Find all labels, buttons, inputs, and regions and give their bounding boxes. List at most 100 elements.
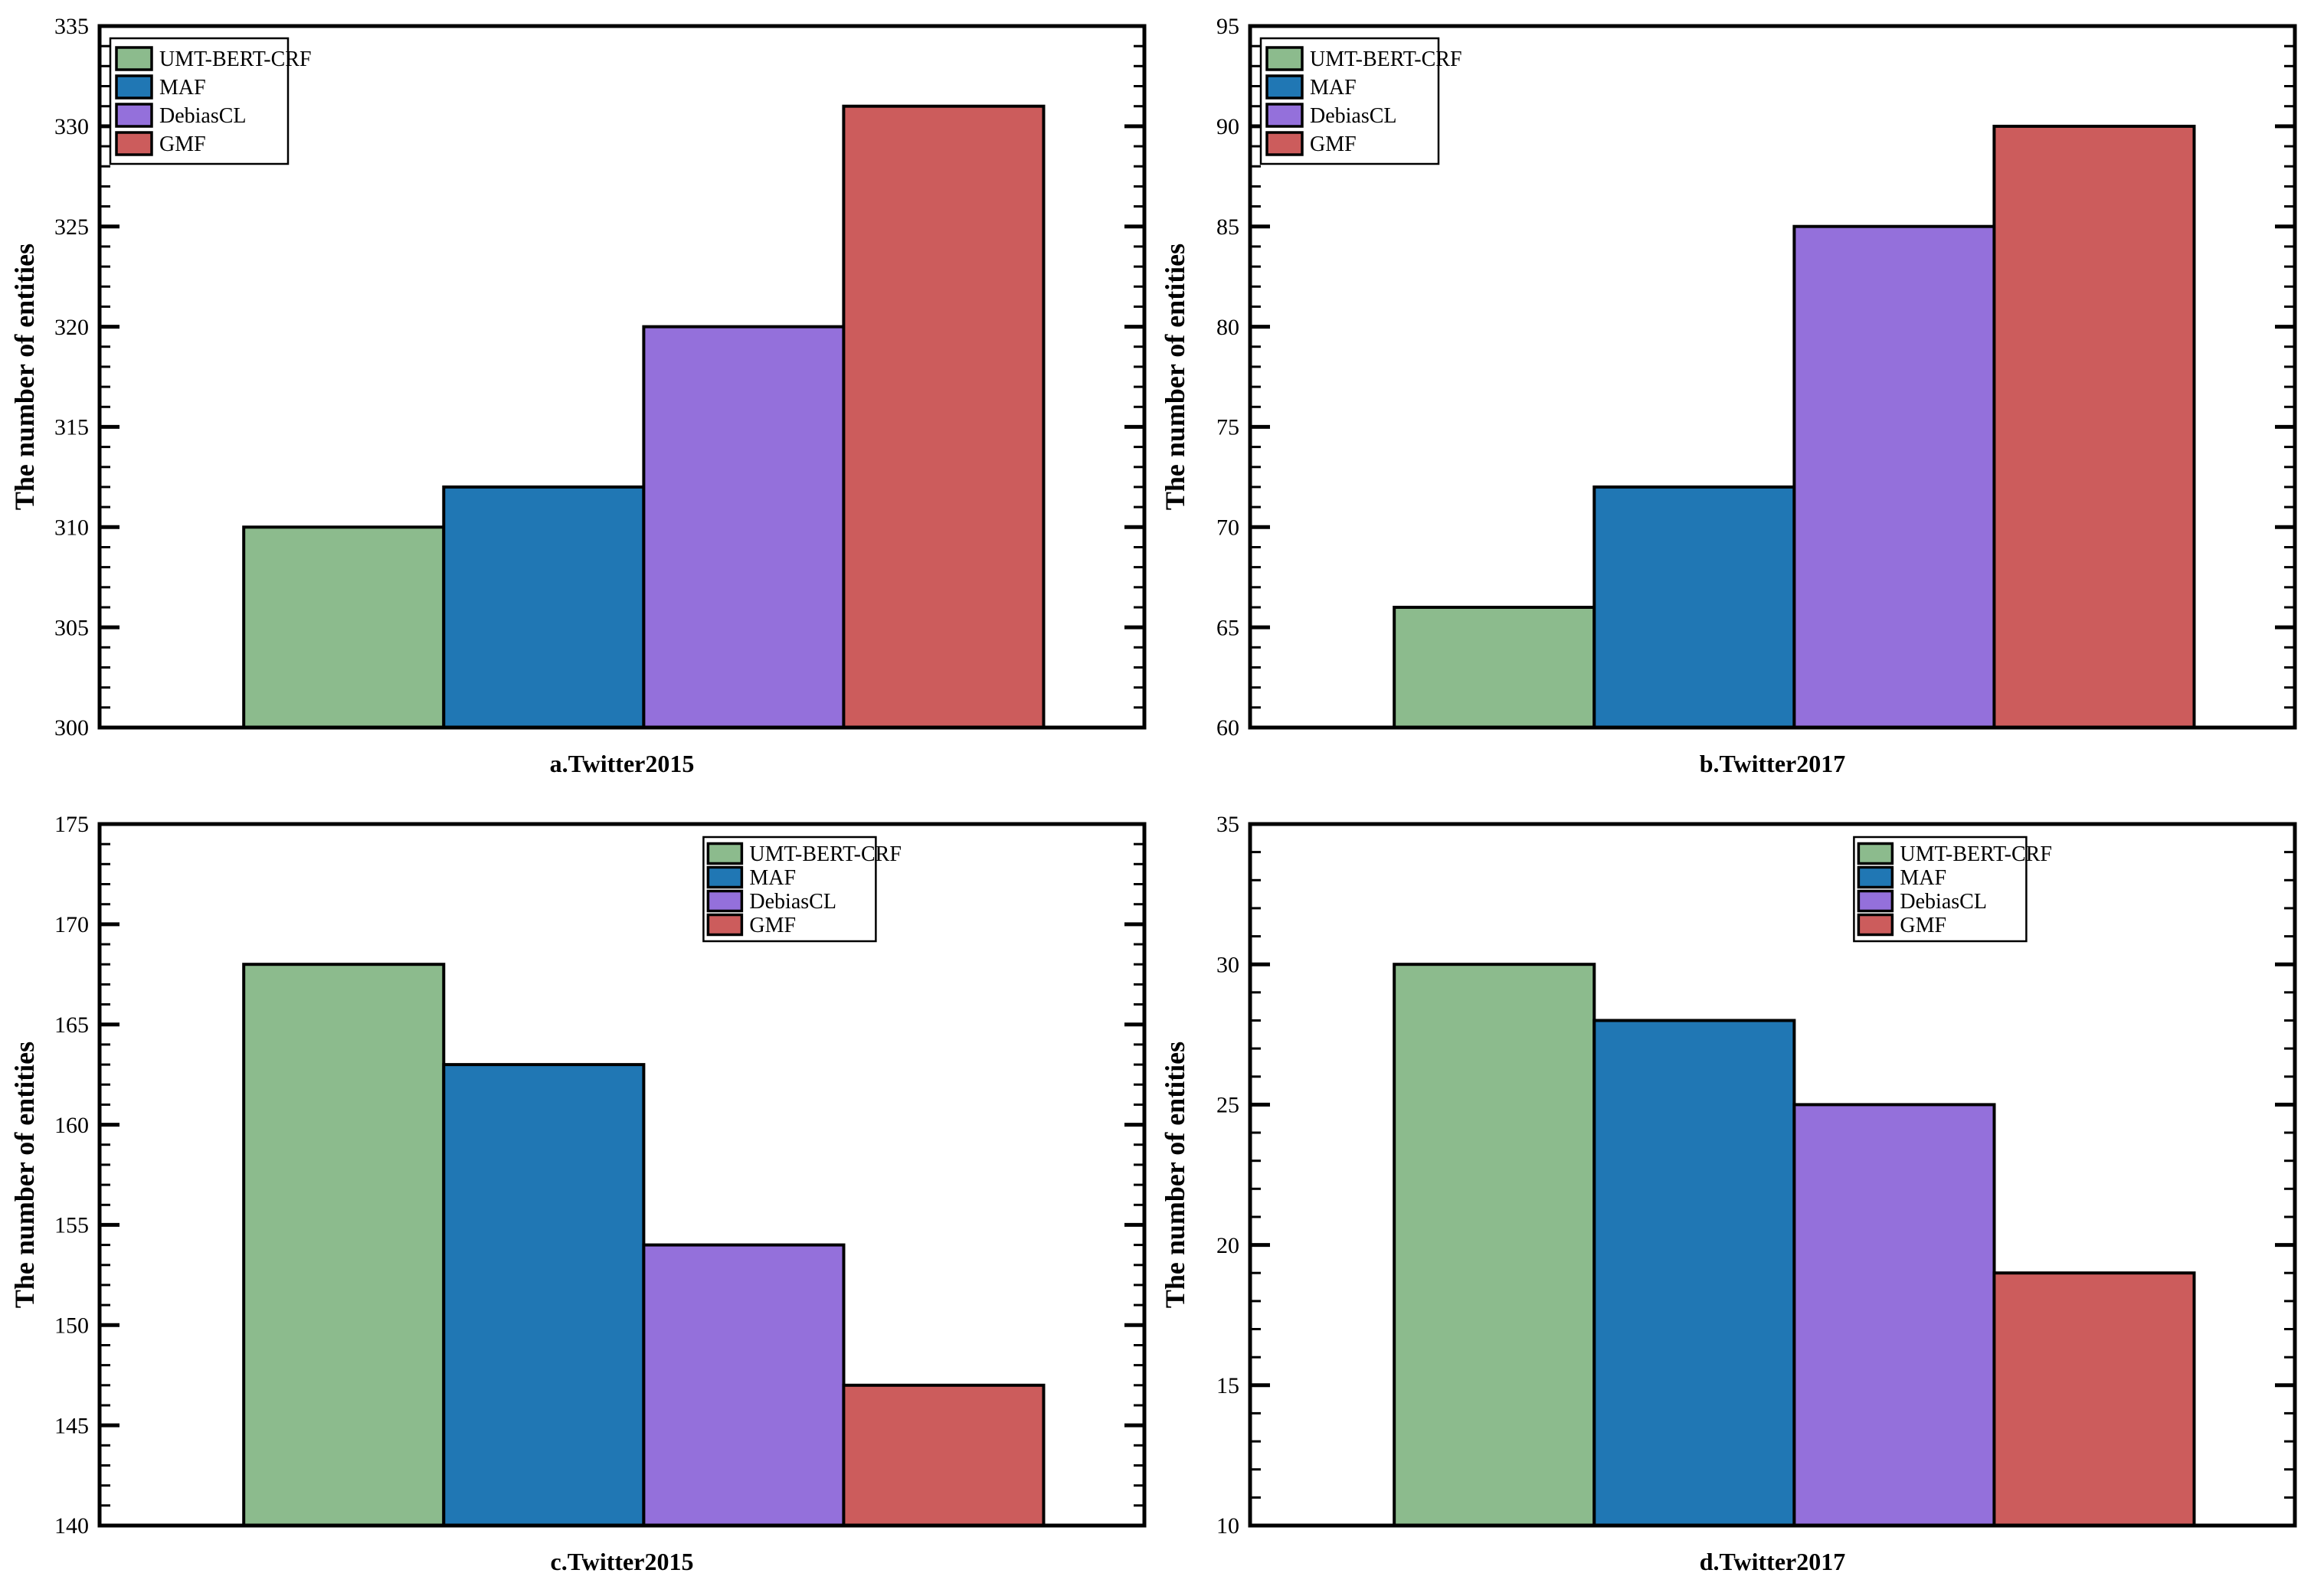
y-axis-title: The number of entities <box>9 1042 40 1308</box>
y-tick-label: 20 <box>1216 1233 1239 1258</box>
y-tick-label: 140 <box>54 1513 89 1539</box>
y-tick-label: 155 <box>54 1213 89 1238</box>
legend-swatch-maf-icon <box>1857 865 1894 889</box>
legend-swatch-umt-bert-crf-icon <box>706 842 744 865</box>
bar-maf <box>1592 485 1796 730</box>
plot-border <box>97 822 1147 1528</box>
chart-svg-a-twitter2015: 300 305 310 315 320 325 330 335 The number of en… <box>0 0 1150 798</box>
bar-maf <box>442 485 646 730</box>
bar-maf <box>442 1063 646 1528</box>
y-tick-label: 70 <box>1216 515 1239 541</box>
legend-label-debiascl: DebiasCL <box>1310 104 1397 128</box>
y-tick-label: 60 <box>1216 715 1239 741</box>
y-tick-label: 35 <box>1216 812 1239 837</box>
legend-swatch-gmf-icon <box>115 131 153 156</box>
y-tick-label: 25 <box>1216 1093 1239 1118</box>
y-tick-labels: 140 145 150 155 160 165 170 175 <box>54 812 89 1539</box>
legend-swatch-maf-icon <box>706 865 744 889</box>
legend-swatch-umt-bert-crf-icon <box>1265 46 1304 71</box>
bar-gmf <box>1992 1271 2196 1527</box>
y-tick-labels: 300 305 310 315 320 325 330 335 <box>54 14 89 741</box>
chart-a-twitter2015: 300 305 310 315 320 325 330 335 The number of en… <box>0 0 1150 798</box>
bar-debiascl <box>642 1243 846 1527</box>
y-tick-label: 150 <box>54 1313 89 1339</box>
chart-b-twitter2017: 60 65 70 75 80 85 90 95 The number of entities b.… <box>1150 0 2301 798</box>
plot-border <box>1248 24 2297 730</box>
legend-swatch-debiascl-icon <box>706 889 744 913</box>
legend-swatch-umt-bert-crf-icon <box>1857 842 1894 865</box>
legend-swatch-debiascl-icon <box>1265 103 1304 128</box>
chart-d-twitter2017: 10 15 20 25 30 35 The number of entities d.Twit… <box>1150 798 2301 1596</box>
y-axis-ticks <box>1250 822 2295 1528</box>
y-tick-label: 10 <box>1216 1513 1239 1539</box>
legend-label-maf: MAF <box>749 866 796 890</box>
legend-label-maf: MAF <box>1310 76 1357 100</box>
legend-label-gmf: GMF <box>749 914 796 937</box>
x-axis-label: a.Twitter2015 <box>550 750 695 777</box>
y-tick-label: 305 <box>54 615 89 640</box>
bar-umt-bert-crf <box>242 525 446 729</box>
y-tick-label: 15 <box>1216 1373 1239 1398</box>
legend-swatch-debiascl-icon <box>1857 889 1894 913</box>
y-tick-label: 300 <box>54 715 89 741</box>
y-axis-title: The number of entities <box>9 244 40 510</box>
y-tick-label: 310 <box>54 515 89 541</box>
chart-c-twitter2015: 140 145 150 155 160 165 170 175 The number of en… <box>0 798 1150 1596</box>
y-axis-title: The number of entities <box>1160 1042 1190 1308</box>
y-tick-label: 85 <box>1216 214 1239 240</box>
legend-label-debiascl: DebiasCL <box>1900 890 1987 914</box>
y-tick-label: 335 <box>54 14 89 39</box>
legend-swatch-gmf-icon <box>1857 913 1894 937</box>
y-tick-label: 315 <box>54 415 89 440</box>
y-tick-label: 325 <box>54 214 89 240</box>
bars <box>242 104 1046 730</box>
y-tick-label: 165 <box>54 1012 89 1038</box>
y-tick-label: 75 <box>1216 415 1239 440</box>
y-tick-label: 175 <box>54 812 89 837</box>
y-tick-label: 320 <box>54 315 89 340</box>
plot-border <box>97 24 1147 730</box>
x-axis-label: c.Twitter2015 <box>551 1548 694 1575</box>
legend-swatch-gmf-icon <box>1265 131 1304 156</box>
legend-label-umt-bert-crf: UMT-BERT-CRF <box>749 842 902 866</box>
y-tick-label: 65 <box>1216 615 1239 640</box>
y-axis-ticks <box>100 822 1144 1528</box>
legend-swatch-umt-bert-crf-icon <box>115 46 153 71</box>
bar-gmf <box>842 1383 1046 1527</box>
x-axis-label: b.Twitter2017 <box>1700 750 1845 777</box>
y-tick-labels: 60 65 70 75 80 85 90 95 <box>1216 14 1239 741</box>
y-tick-label: 170 <box>54 912 89 937</box>
y-tick-label: 30 <box>1216 952 1239 977</box>
y-tick-label: 80 <box>1216 315 1239 340</box>
y-axis-ticks <box>100 24 1144 730</box>
bar-gmf <box>1992 124 2196 729</box>
y-tick-label: 160 <box>54 1113 89 1138</box>
legend-swatch-maf-icon <box>1265 74 1304 100</box>
y-tick-label: 95 <box>1216 14 1239 39</box>
bar-maf <box>1592 1019 1796 1527</box>
chart-svg-b-twitter2017: 60 65 70 75 80 85 90 95 The number of entities b.… <box>1150 0 2301 798</box>
legend-label-umt-bert-crf: UMT-BERT-CRF <box>1900 842 2052 866</box>
chart-svg-d-twitter2017: 10 15 20 25 30 35 The number of entities d.Twit… <box>1150 798 2301 1596</box>
y-tick-label: 330 <box>54 114 89 139</box>
y-axis-title: The number of entities <box>1160 244 1190 510</box>
legend-label-debiascl: DebiasCL <box>749 890 836 914</box>
y-tick-label: 90 <box>1216 114 1239 139</box>
legend-label-debiascl: DebiasCL <box>159 104 247 128</box>
legend-label-umt-bert-crf: UMT-BERT-CRF <box>159 47 312 71</box>
chart-svg-c-twitter2015: 140 145 150 155 160 165 170 175 The number of en… <box>0 798 1150 1596</box>
y-axis-ticks <box>1250 24 2295 730</box>
bar-umt-bert-crf <box>242 963 446 1527</box>
plot-border <box>1248 822 2297 1528</box>
bar-debiascl <box>642 325 846 730</box>
y-tick-labels: 10 15 20 25 30 35 <box>1216 812 1239 1539</box>
legend-swatch-debiascl-icon <box>115 103 153 128</box>
legend-label-gmf: GMF <box>159 132 206 156</box>
legend-swatch-gmf-icon <box>706 913 744 937</box>
